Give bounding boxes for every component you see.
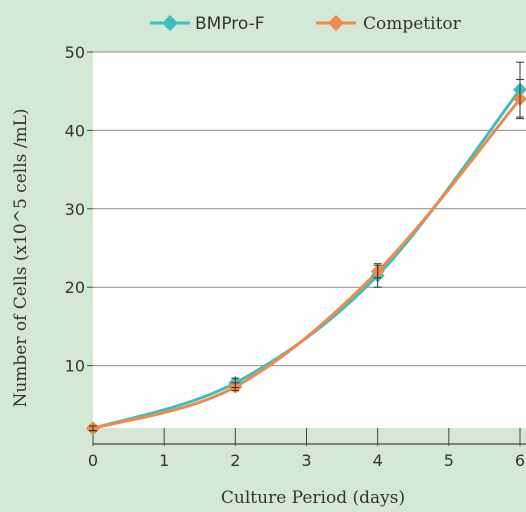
y-tick-label: 10 xyxy=(65,357,85,376)
x-tick-label: 1 xyxy=(159,451,169,470)
legend-item-2: Competitor xyxy=(316,14,462,34)
axes: 10 20 30 40 50 0 1 2 3 4 5 6 xyxy=(65,43,526,470)
x-tick-label: 5 xyxy=(444,451,454,470)
gridlines xyxy=(93,51,526,367)
x-tick-label: 0 xyxy=(88,451,98,470)
legend-swatch-marker xyxy=(162,15,178,31)
legend: BMPro-F Competitor xyxy=(150,14,462,34)
series-layer xyxy=(86,61,526,436)
x-tick-label: 3 xyxy=(301,451,311,470)
legend-label: Competitor xyxy=(363,14,462,34)
legend-swatch-marker xyxy=(328,15,344,31)
series-line-2 xyxy=(92,98,522,430)
series-2-error-bar xyxy=(373,264,382,279)
legend-label: BMPro-F xyxy=(195,14,265,34)
y-tick-label: 30 xyxy=(65,200,85,219)
x-tick-label: 2 xyxy=(230,451,240,470)
series-2-error-bar xyxy=(89,425,97,432)
series-2-error-bar xyxy=(516,78,524,120)
y-axis-title: Number of Cells (x10^5 cells /mL) xyxy=(11,108,31,407)
plot-area xyxy=(93,52,526,428)
legend-item-1: BMPro-F xyxy=(150,14,265,34)
x-tick-label: 4 xyxy=(373,451,383,470)
x-axis-title: Culture Period (days) xyxy=(221,488,405,508)
y-tick-label: 50 xyxy=(65,43,85,62)
series-2-error-bar xyxy=(231,382,240,392)
y-tick-label: 20 xyxy=(65,278,85,297)
x-tick-label: 6 xyxy=(515,451,525,470)
y-tick-label: 40 xyxy=(65,121,85,140)
